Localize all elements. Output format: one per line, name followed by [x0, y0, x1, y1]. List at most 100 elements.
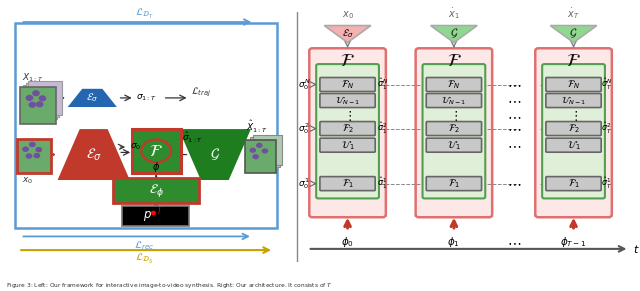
Text: $\phi_{T-1}$: $\phi_{T-1}$ [561, 235, 587, 249]
FancyBboxPatch shape [546, 93, 601, 108]
FancyBboxPatch shape [320, 77, 375, 92]
FancyBboxPatch shape [253, 135, 282, 165]
FancyBboxPatch shape [17, 139, 51, 173]
Circle shape [262, 149, 268, 153]
FancyBboxPatch shape [546, 122, 601, 136]
Text: $\mathcal{U}_{N-1}$: $\mathcal{U}_{N-1}$ [335, 94, 360, 107]
Text: $l$: $l$ [157, 205, 161, 216]
Text: $x_0$: $x_0$ [22, 176, 33, 187]
Text: $\mathcal{G}$: $\mathcal{G}$ [210, 147, 220, 162]
Text: $\mathcal{L}_{\mathcal{D}_T}$: $\mathcal{L}_{\mathcal{D}_T}$ [135, 6, 154, 21]
FancyBboxPatch shape [426, 138, 481, 152]
Text: $\mathcal{F}_2$: $\mathcal{F}_2$ [568, 122, 580, 135]
Text: $\phi_0$: $\phi_0$ [341, 235, 354, 249]
Circle shape [253, 155, 258, 159]
Text: $\mathcal{U}_1$: $\mathcal{U}_1$ [566, 139, 580, 152]
FancyBboxPatch shape [426, 122, 481, 136]
Text: $\sigma_0^{N}$: $\sigma_0^{N}$ [298, 77, 311, 92]
Text: $\mathcal{U}_1$: $\mathcal{U}_1$ [447, 139, 461, 152]
Text: $p$: $p$ [143, 209, 152, 223]
Text: $\cdots$: $\cdots$ [507, 93, 521, 108]
FancyBboxPatch shape [542, 64, 605, 198]
Text: $\mathcal{F}_N$: $\mathcal{F}_N$ [447, 78, 461, 91]
Circle shape [23, 147, 28, 151]
Text: $\sigma_{1:T}$: $\sigma_{1:T}$ [136, 93, 157, 103]
FancyBboxPatch shape [23, 85, 56, 119]
FancyBboxPatch shape [546, 138, 601, 152]
Polygon shape [324, 26, 371, 42]
Polygon shape [56, 128, 132, 181]
Text: $\mathcal{F}_1$: $\mathcal{F}_1$ [342, 177, 354, 190]
Text: $\sigma_0^{1}$: $\sigma_0^{1}$ [298, 176, 310, 191]
Text: $\cdots$: $\cdots$ [507, 235, 521, 249]
Text: $\cdots$: $\cdots$ [507, 177, 521, 191]
Text: $\mathcal{F}_N$: $\mathcal{F}_N$ [567, 78, 580, 91]
Text: $\mathcal{F}_2$: $\mathcal{F}_2$ [342, 122, 353, 135]
FancyBboxPatch shape [132, 129, 181, 173]
FancyBboxPatch shape [28, 81, 62, 115]
Circle shape [257, 143, 262, 147]
Text: $X_{1:T}$: $X_{1:T}$ [22, 72, 44, 84]
Circle shape [250, 148, 255, 152]
Text: $x_0$: $x_0$ [342, 9, 353, 21]
FancyBboxPatch shape [247, 140, 276, 170]
Circle shape [36, 148, 42, 152]
Text: $\mathcal{E}_\sigma$: $\mathcal{E}_\sigma$ [86, 91, 99, 104]
FancyBboxPatch shape [320, 138, 375, 152]
Text: $\cdots$: $\cdots$ [507, 122, 521, 136]
Text: $\mathcal{F}_2$: $\mathcal{F}_2$ [448, 122, 460, 135]
Polygon shape [65, 88, 119, 108]
Circle shape [39, 96, 45, 101]
FancyBboxPatch shape [422, 64, 485, 198]
Text: $\mathcal{F}_1$: $\mathcal{F}_1$ [448, 177, 460, 190]
Text: $\mathcal{E}_\phi$: $\mathcal{E}_\phi$ [148, 182, 164, 199]
Text: $\hat{\sigma}_{1:T}$: $\hat{\sigma}_{1:T}$ [182, 130, 203, 145]
FancyBboxPatch shape [415, 48, 492, 217]
Text: $\mathcal{F}_N$: $\mathcal{F}_N$ [341, 78, 354, 91]
FancyBboxPatch shape [20, 87, 56, 124]
Text: $\mathcal{F}$: $\mathcal{F}$ [340, 52, 355, 70]
Text: $\mathcal{F}$: $\mathcal{F}$ [447, 52, 461, 70]
Text: $\hat{\sigma}_T^{1}$: $\hat{\sigma}_T^{1}$ [602, 176, 612, 191]
Text: $\cdots$: $\cdots$ [507, 77, 521, 91]
Polygon shape [550, 26, 596, 42]
Circle shape [26, 154, 31, 158]
Text: $\mathcal{E}_\sigma$: $\mathcal{E}_\sigma$ [86, 146, 102, 163]
Text: $\hat{\sigma}_T^{2}$: $\hat{\sigma}_T^{2}$ [602, 121, 612, 136]
Text: $\mathcal{F}_1$: $\mathcal{F}_1$ [568, 177, 580, 190]
Text: $\vdots$: $\vdots$ [569, 109, 578, 123]
FancyBboxPatch shape [426, 93, 481, 108]
Text: $\hat{\sigma}_1^{1}$: $\hat{\sigma}_1^{1}$ [378, 176, 388, 191]
Circle shape [26, 95, 33, 100]
Text: $\sigma_0$: $\sigma_0$ [130, 142, 141, 152]
Text: $t$: $t$ [634, 243, 640, 255]
Text: $\mathcal{L}_{traj}$: $\mathcal{L}_{traj}$ [191, 86, 211, 99]
Text: $\cdots$: $\cdots$ [507, 109, 521, 123]
FancyBboxPatch shape [546, 77, 601, 92]
Text: Figure 3: Left: Our framework for interactive image-to-video synthesis. Right: O: Figure 3: Left: Our framework for intera… [6, 281, 333, 290]
Polygon shape [177, 128, 253, 181]
FancyBboxPatch shape [426, 77, 481, 92]
Text: $\phi_1$: $\phi_1$ [447, 235, 460, 249]
Text: $\mathcal{F}$: $\mathcal{F}$ [566, 52, 581, 70]
Circle shape [33, 91, 39, 95]
FancyBboxPatch shape [320, 122, 375, 136]
Circle shape [34, 154, 40, 158]
FancyBboxPatch shape [316, 64, 379, 198]
Text: $\dot{x}_T$: $\dot{x}_T$ [567, 6, 580, 21]
Text: $\mathcal{F}$: $\mathcal{F}$ [149, 142, 163, 160]
Text: $\hat{\sigma}_1^{N}$: $\hat{\sigma}_1^{N}$ [378, 77, 388, 92]
FancyBboxPatch shape [245, 140, 276, 173]
Text: $\hat{X}_{1:T}$: $\hat{X}_{1:T}$ [246, 119, 268, 135]
FancyBboxPatch shape [122, 206, 189, 226]
FancyBboxPatch shape [535, 48, 612, 217]
FancyBboxPatch shape [113, 178, 199, 203]
Text: $\vdots$: $\vdots$ [449, 109, 458, 123]
Text: $\mathcal{G}$: $\mathcal{G}$ [450, 27, 458, 40]
FancyBboxPatch shape [309, 48, 386, 217]
FancyBboxPatch shape [320, 177, 375, 191]
Text: $\mathcal{U}_1$: $\mathcal{U}_1$ [340, 139, 355, 152]
Polygon shape [431, 26, 477, 42]
Text: $\mathcal{U}_{N-1}$: $\mathcal{U}_{N-1}$ [561, 94, 586, 107]
FancyBboxPatch shape [320, 93, 375, 108]
